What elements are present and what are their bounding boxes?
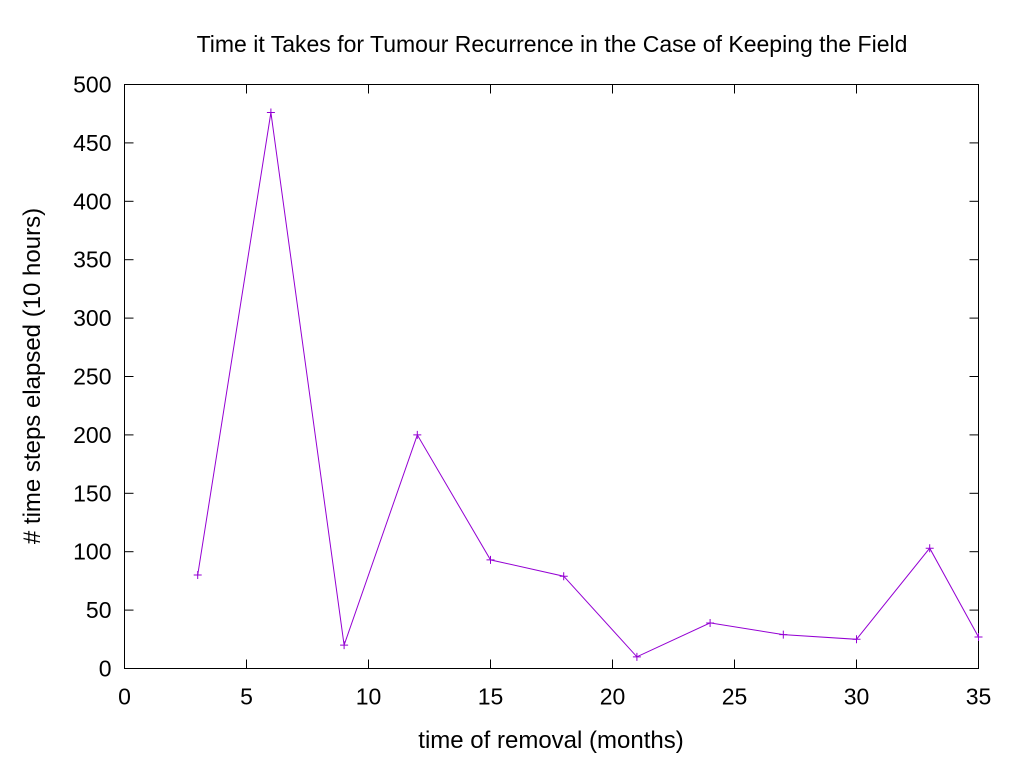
x-tick-label: 25 [722,684,748,710]
y-tick-label: 250 [73,364,111,390]
x-tick-label: 30 [844,684,870,710]
y-axis-label: # time steps elapsed (10 hours) [19,208,46,544]
y-tick-label: 200 [73,422,111,448]
y-tick-label: 0 [99,656,112,682]
data-point [193,571,202,580]
y-tick-label: 300 [73,305,111,331]
x-axis-label: time of removal (months) [418,727,683,754]
x-tick-label: 20 [600,684,626,710]
series-line [197,112,979,658]
y-tick-label: 400 [73,188,111,214]
data-point [340,641,349,650]
data-point [779,630,788,639]
data-point [974,632,983,641]
data-point [632,652,641,661]
x-tick-label: 0 [118,684,131,710]
plot-area [193,108,983,661]
x-tick-label: 15 [478,684,504,710]
y-tick-label: 150 [73,480,111,506]
y-tick-label: 500 [73,72,111,98]
data-point [925,544,934,553]
data-point [852,635,861,644]
y-tick-label: 50 [86,597,112,623]
y-axis: 0 50 100 150 200 250 300 350 400 450 500 [73,72,979,682]
data-point [706,618,715,627]
x-tick-label: 10 [356,684,382,710]
y-tick-label: 100 [73,539,111,565]
x-axis: 0 5 10 15 20 25 30 35 [118,84,992,710]
data-point [266,108,275,117]
data-point [413,430,422,439]
chart-title: Time it Takes for Tumour Recurrence in t… [197,31,908,57]
y-tick-label: 450 [73,130,111,156]
y-tick-label: 350 [73,247,111,273]
x-tick-label: 5 [240,684,253,710]
data-point [559,572,568,581]
data-point [486,555,495,564]
x-tick-label: 35 [966,684,992,710]
plot-frame [124,84,979,669]
